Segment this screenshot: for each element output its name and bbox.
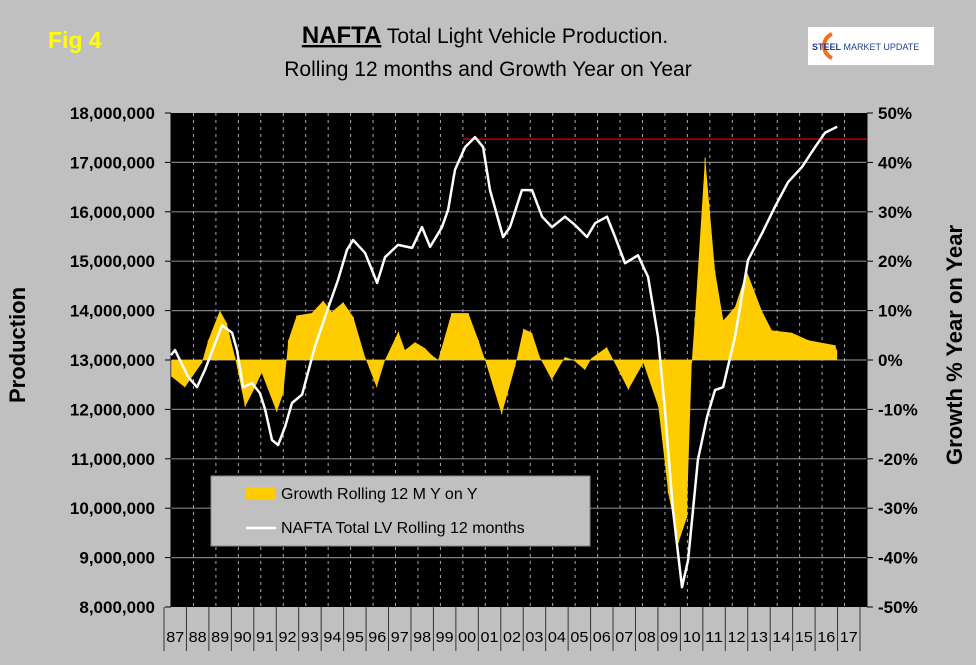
chart-title: NAFTA Total Light Vehicle Production. Ro… <box>284 22 691 81</box>
logo-arc-icon <box>822 32 833 60</box>
y2-tick-label: 10% <box>878 302 912 321</box>
svg-text:NAFTA Total Light Vehicle Prod: NAFTA Total Light Vehicle Production. <box>302 22 668 49</box>
x-tick-label: 02 <box>503 629 521 646</box>
x-tick-label: 15 <box>795 629 813 646</box>
y2-tick-label: -50% <box>878 598 918 617</box>
x-tick-label: 17 <box>840 629 858 646</box>
y-tick-label: 10,000,000 <box>70 499 155 518</box>
y-tick-label: 18,000,000 <box>70 104 155 123</box>
y2-axis-label: Growth % Year on Year <box>942 225 967 466</box>
x-tick-label: 95 <box>346 629 364 646</box>
x-tick-label: 16 <box>817 629 835 646</box>
x-tick-label: 12 <box>728 629 746 646</box>
y2-axis-ticks: -50% -40% -30% -20% -10% 0% 10% 20% 30% 40% 50% <box>878 104 918 617</box>
x-tick-label: 07 <box>615 629 633 646</box>
logo: STEEL MARKET UPDATE <box>808 27 934 65</box>
x-tick-label: 09 <box>660 629 678 646</box>
x-tick-label: 06 <box>593 629 611 646</box>
y-tick-label: 12,000,000 <box>70 400 155 419</box>
x-tick-label: 97 <box>391 629 409 646</box>
y-tick-label: 11,000,000 <box>71 450 155 469</box>
x-tick-label: 04 <box>548 629 566 646</box>
legend: Growth Rolling 12 M Y on Y NAFTA Total L… <box>210 475 591 547</box>
legend-swatch-growth <box>246 487 275 499</box>
x-tick-label: 05 <box>570 629 588 646</box>
chart-marks <box>170 125 867 589</box>
y-axis-ticks: 8,000,000 9,000,000 10,000,000 11,000,000 12… <box>70 104 155 617</box>
y2-tick-label: 20% <box>878 252 912 271</box>
y-tick-label: 17,000,000 <box>70 153 155 172</box>
x-tick-label: 96 <box>368 629 386 646</box>
y-tick-label: 13,000,000 <box>70 351 155 370</box>
title-line2: Rolling 12 months and Growth Year on Yea… <box>284 58 691 81</box>
x-tick-label: 01 <box>481 629 499 646</box>
figure-label: Fig 4 <box>48 27 102 53</box>
x-tick-label: 13 <box>750 629 768 646</box>
x-tick-label: 10 <box>683 629 701 646</box>
y2-tick-label: 0% <box>878 351 903 370</box>
x-tick-label: 99 <box>436 629 454 646</box>
y2-tick-label: -20% <box>878 450 918 469</box>
x-tick-label: 03 <box>525 629 543 646</box>
y2-tick-label: 40% <box>878 153 912 172</box>
x-tick-label: 94 <box>323 629 341 646</box>
x-tick-label: 98 <box>413 629 431 646</box>
x-tick-label: 88 <box>189 629 207 646</box>
y2-tick-label: -40% <box>878 549 918 568</box>
y-axis-label: Production <box>5 287 30 403</box>
title-bold: NAFTA <box>302 22 382 49</box>
x-tick-label: 11 <box>705 629 723 646</box>
x-tick-label: 87 <box>166 629 184 646</box>
x-tick-label: 14 <box>772 629 790 646</box>
y2-tick-label: -30% <box>878 499 918 518</box>
x-tick-label: 08 <box>638 629 656 646</box>
legend-label-line: NAFTA Total LV Rolling 12 months <box>281 520 525 537</box>
title-rest: Total Light Vehicle Production. <box>381 25 668 48</box>
x-tick-label: 91 <box>256 629 274 646</box>
x-tick-label: 93 <box>301 629 319 646</box>
x-tick-label: 89 <box>211 629 229 646</box>
x-tick-label: 90 <box>234 629 252 646</box>
y-tick-label: 16,000,000 <box>70 203 155 222</box>
y-tick-label: 15,000,000 <box>70 252 155 271</box>
y2-tick-label: 30% <box>878 203 912 222</box>
y-tick-label: 14,000,000 <box>70 302 155 321</box>
y-tick-label: 8,000,000 <box>79 598 155 617</box>
y-tick-label: 9,000,000 <box>79 549 155 568</box>
legend-label-growth: Growth Rolling 12 M Y on Y <box>281 486 478 503</box>
y2-tick-label: 50% <box>878 104 912 123</box>
x-tick-label: 00 <box>458 629 476 646</box>
production-line <box>170 125 838 589</box>
svg-text:STEEL MARKET UPDATE: STEEL MARKET UPDATE <box>812 42 919 52</box>
x-tick-label: 92 <box>278 629 296 646</box>
y2-tick-label: -10% <box>878 400 918 419</box>
growth-area <box>171 157 837 543</box>
x-axis-ticks: 87 88 89 90 91 92 93 94 95 96 97 98 99 00 01 02 03 04 05 06… <box>163 607 861 651</box>
